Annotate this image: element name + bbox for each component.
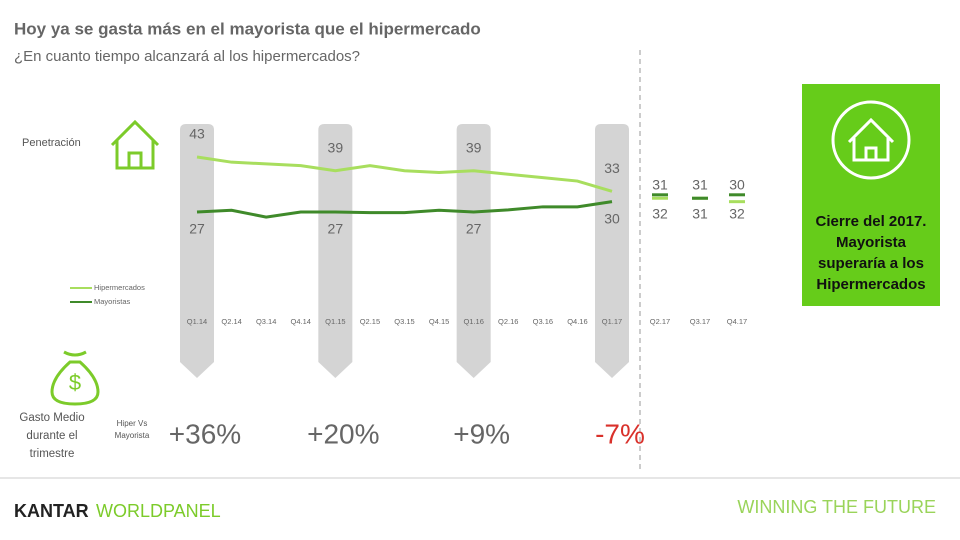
callout-box	[802, 84, 940, 306]
data-label: 31	[692, 177, 708, 193]
x-tick-label: Q3.14	[256, 317, 276, 326]
data-label: 30	[604, 210, 620, 226]
data-label: 32	[652, 206, 668, 222]
spend-comparison: Mayorista	[115, 431, 150, 440]
callout-icon	[831, 100, 911, 180]
data-label: 43	[189, 126, 205, 142]
svg-text:$: $	[69, 370, 81, 395]
x-tick-label: Q4.15	[429, 317, 449, 326]
x-tick-label: Q1.14	[187, 317, 207, 326]
legend-label: Mayoristas	[94, 297, 131, 306]
spend-value: +9%	[453, 418, 510, 449]
series-line	[196, 200, 613, 219]
tagline: WINNING THE FUTURE	[737, 497, 936, 517]
data-label: 27	[466, 221, 482, 237]
callout-text: Mayorista	[836, 234, 907, 251]
spend-label: durante el	[26, 430, 77, 442]
brand: KANTAR	[14, 501, 89, 521]
x-tick-label: Q4.14	[291, 317, 311, 326]
legend-label: Hipermercados	[94, 283, 145, 292]
highlight-column	[318, 124, 353, 378]
data-label: 39	[328, 139, 344, 155]
callout-text: superaría a los	[818, 255, 924, 272]
x-tick-label: Q1.15	[325, 317, 345, 326]
x-tick-label: Q4.16	[567, 317, 587, 326]
x-tick-label: Q2.17	[650, 317, 670, 326]
highlight-column	[456, 124, 491, 378]
spend-label: trimestre	[30, 448, 75, 460]
x-tick-label: Q4.17	[727, 317, 747, 326]
x-tick-label: Q3.15	[394, 317, 414, 326]
spend-value: +36%	[169, 418, 241, 449]
data-label: 31	[692, 206, 708, 222]
house-icon	[110, 119, 160, 170]
x-tick-label: Q1.16	[463, 317, 483, 326]
series-line	[196, 155, 613, 193]
x-tick-label: Q1.17	[602, 317, 622, 326]
highlight-column	[180, 124, 214, 378]
data-label: 39	[466, 139, 482, 155]
spend-value: -7%	[595, 418, 645, 449]
penetration-label: Penetración	[22, 137, 81, 149]
x-tick-label: Q3.17	[690, 317, 710, 326]
title: Hoy ya se gasta más en el mayorista que …	[14, 19, 481, 38]
subtitle: ¿En cuanto tiempo alcanzará al los hiper…	[14, 48, 360, 65]
money-icon: $	[50, 350, 100, 406]
x-tick-label: Q2.15	[360, 317, 380, 326]
x-tick-label: Q2.14	[221, 317, 241, 326]
x-tick-label: Q3.16	[533, 317, 553, 326]
data-label: 27	[189, 221, 205, 237]
data-label: 30	[729, 177, 745, 193]
x-tick-label: Q2.16	[498, 317, 518, 326]
data-label: 32	[729, 206, 745, 222]
callout-text: Cierre del 2017.	[816, 213, 927, 230]
data-label: 27	[328, 221, 344, 237]
brand-sub: WORLDPANEL	[96, 501, 221, 521]
data-label: 33	[604, 160, 620, 176]
spend-value: +20%	[307, 418, 379, 449]
callout-text: Hipermercados	[816, 276, 925, 293]
spend-label: Gasto Medio	[19, 412, 84, 424]
spend-comparison: Hiper Vs	[117, 419, 148, 428]
data-label: 31	[652, 177, 668, 193]
